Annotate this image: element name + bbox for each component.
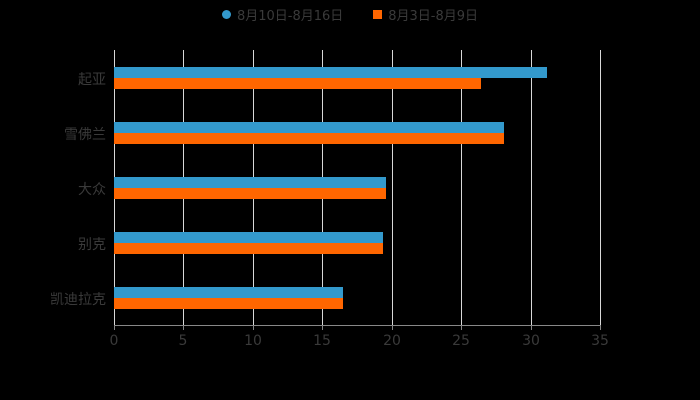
axis-tick <box>183 325 184 330</box>
bar-previous-week[interactable] <box>114 298 344 309</box>
bar-previous-week[interactable] <box>114 188 387 199</box>
bar-previous-week[interactable] <box>114 78 481 89</box>
bar-current-week[interactable] <box>114 177 387 188</box>
axis-tick <box>253 325 254 330</box>
category-label: 大众 <box>78 182 106 198</box>
x-tick-label: 25 <box>452 333 470 349</box>
axis-tick <box>114 325 115 330</box>
x-tick-label: 35 <box>591 333 609 349</box>
bar-previous-week[interactable] <box>114 133 505 144</box>
bar-current-week[interactable] <box>114 232 384 243</box>
plot-area <box>114 50 601 330</box>
x-tick-label: 20 <box>383 333 401 349</box>
gridline <box>600 50 601 325</box>
chart-legend: 8月10日-8月16日 8月3日-8月9日 <box>0 4 700 24</box>
axis-tick <box>461 325 462 330</box>
x-tick-label: 10 <box>244 333 262 349</box>
axis-tick <box>322 325 323 330</box>
x-axis-line <box>114 325 601 326</box>
bar-current-week[interactable] <box>114 67 548 78</box>
axis-tick <box>392 325 393 330</box>
legend-label: 8月3日-8月9日 <box>388 8 479 24</box>
legend-item-series-2[interactable]: 8月3日-8月9日 <box>373 4 478 24</box>
x-tick-label: 30 <box>522 333 540 349</box>
legend-item-series-1[interactable]: 8月10日-8月16日 <box>221 4 344 24</box>
x-tick-label: 0 <box>109 333 119 349</box>
gridline <box>531 50 532 325</box>
legend-square-icon <box>373 9 383 19</box>
x-tick-label: 15 <box>313 333 331 349</box>
axis-tick <box>531 325 532 330</box>
legend-label: 8月10日-8月16日 <box>236 8 344 24</box>
legend-circle-icon <box>221 9 231 19</box>
category-label: 雪佛兰 <box>64 127 106 143</box>
bar-current-week[interactable] <box>114 122 505 133</box>
category-label: 凯迪拉克 <box>50 292 106 308</box>
axis-tick <box>600 325 601 330</box>
bar-previous-week[interactable] <box>114 243 384 254</box>
gridline <box>461 50 462 325</box>
category-label: 起亚 <box>78 72 106 88</box>
bar-current-week[interactable] <box>114 287 344 298</box>
category-label: 别克 <box>78 237 106 253</box>
gridline <box>392 50 393 325</box>
x-tick-label: 5 <box>178 333 188 349</box>
